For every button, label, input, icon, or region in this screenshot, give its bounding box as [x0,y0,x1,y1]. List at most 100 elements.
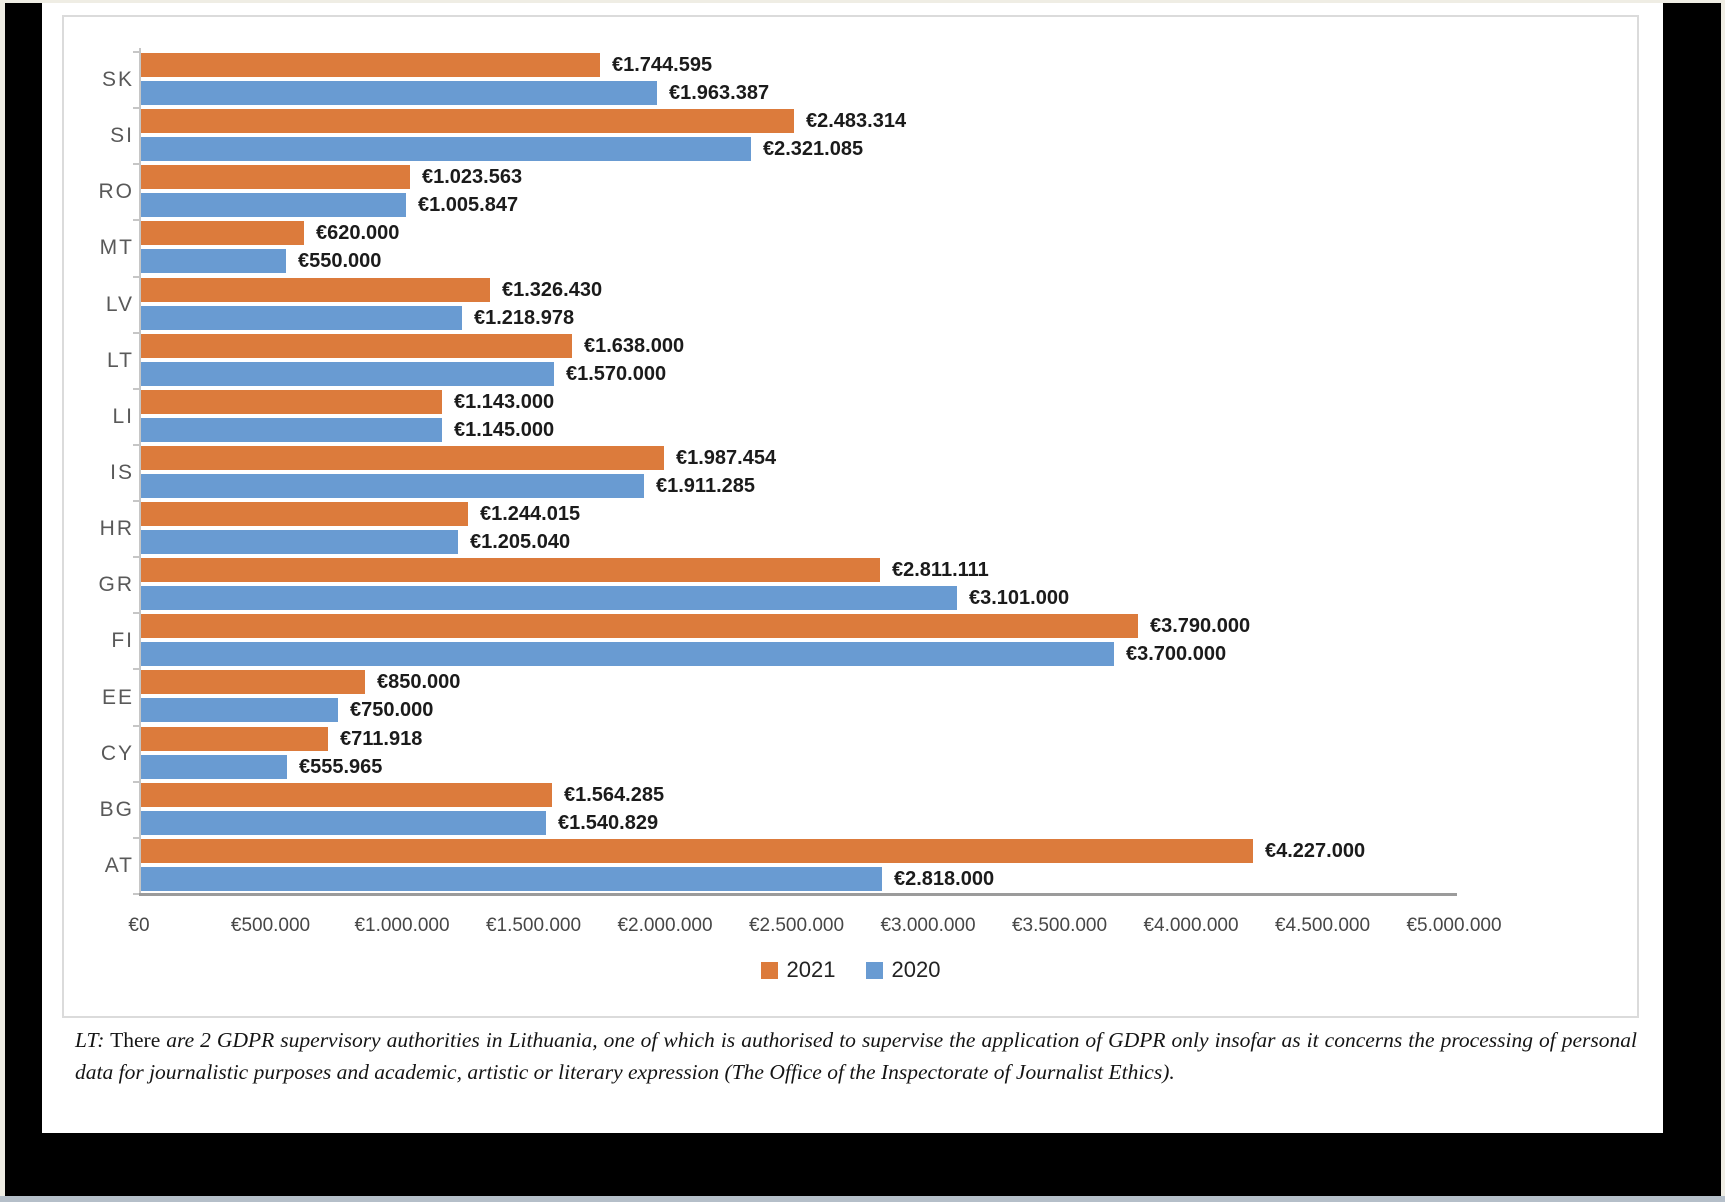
category-label-sk: SK [101,68,134,91]
category-label-gr: GR [98,573,134,596]
value-label-2020-fi: €3.700.000 [1126,643,1227,665]
legend-swatch-2020 [865,961,883,979]
category-label-mt: MT [99,236,134,259]
bar-2020-li [141,418,442,442]
y-axis-tick [133,107,140,109]
y-axis-tick [133,163,140,165]
bar-2020-cy [141,755,287,779]
x-tick-label-0: €0 [128,915,150,936]
category-label-si: SI [110,124,134,147]
category-label-is: IS [110,461,134,484]
y-axis-tick [133,725,140,727]
category-label-fi: FI [111,629,134,652]
x-tick-label-3: €1.500.000 [485,915,582,936]
bar-2020-fi [141,642,1114,666]
bar-2021-hr [141,502,468,526]
bar-2020-bg [141,811,546,835]
x-tick-label-6: €3.000.000 [880,915,976,936]
bar-2021-sk [141,53,600,77]
bar-2020-hr [141,530,458,554]
value-label-2020-ro: €1.005.847 [418,194,519,216]
y-axis-tick [133,500,140,502]
bar-2021-at [141,839,1253,863]
legend-swatch-2021 [760,961,778,979]
bar-2021-si [141,109,794,133]
value-label-2020-cy: €555.965 [299,756,383,778]
category-label-li: LI [112,405,134,428]
value-label-2021-lv: €1.326.430 [502,279,603,301]
y-axis-tick [133,444,140,446]
bar-2021-ro [141,165,410,189]
bar-2021-lv [141,278,490,302]
value-label-2020-lt: €1.570.000 [566,363,667,385]
value-label-2020-bg: €1.540.829 [558,812,659,834]
bar-2021-mt [141,221,304,245]
category-label-lt: LT [107,349,134,372]
legend-label-2021: 2021 [786,957,836,982]
bar-2021-bg [141,783,552,807]
footnote-segment: are 2 GDPR supervisory authorities in Li… [75,1028,1637,1085]
value-label-2021-si: €2.483.314 [806,110,907,132]
category-label-cy: CY [100,742,134,765]
value-label-2020-sk: €1.963.387 [669,82,770,104]
document-content: SK €1.744.595 €1.963.387 SI €2.483.314 €2.321… [42,3,1663,1133]
value-label-2021-bg: €1.564.285 [564,784,665,806]
bar-2020-is [141,474,644,498]
bar-2021-cy [141,727,328,751]
y-axis-tick [133,276,140,278]
bar-2020-lv [141,306,462,330]
x-tick-label-2: €1.000.000 [354,915,450,936]
x-tick-label-4: €2.000.000 [617,915,713,936]
category-label-lv: LV [105,293,134,316]
bar-2021-ee [141,670,365,694]
y-axis-tick [133,781,140,783]
y-axis-line [139,48,141,895]
value-label-2020-at: €2.818.000 [894,868,995,890]
legend-item-2021: 2021 [760,957,836,983]
y-axis-tick [133,51,140,53]
chart-legend: 2021 2020 [64,957,1637,983]
value-label-2021-sk: €1.744.595 [612,54,713,76]
value-label-2020-ee: €750.000 [350,699,434,721]
value-label-2021-mt: €620.000 [316,222,400,244]
bar-2020-mt [141,249,286,273]
bar-2020-sk [141,81,657,105]
legend-label-2020: 2020 [891,957,941,982]
y-axis-tick [133,837,140,839]
x-tick-label-1: €500.000 [230,915,311,936]
x-tick-label-9: €4.500.000 [1274,915,1371,936]
footnote-segment: LT: [75,1028,105,1052]
value-label-2021-gr: €2.811.111 [892,559,989,581]
plot-area: SK €1.744.595 €1.963.387 SI €2.483.314 €2.321… [64,17,1637,1016]
y-axis-tick [133,612,140,614]
value-label-2020-hr: €1.205.040 [470,531,571,553]
y-axis-tick [133,219,140,221]
value-label-2020-mt: €550.000 [298,250,382,272]
bar-chart: SK €1.744.595 €1.963.387 SI €2.483.314 €2.321… [62,15,1639,1018]
value-label-2020-si: €2.321.085 [763,138,864,160]
bar-2020-ro [141,193,406,217]
value-label-2021-fi: €3.790.000 [1150,615,1251,637]
bar-2021-is [141,446,664,470]
category-label-ee: EE [101,686,134,709]
bar-2020-at [141,867,882,891]
bar-2020-si [141,137,751,161]
footnote-segment: There [104,1028,167,1052]
x-axis-line [139,893,1457,896]
value-label-2021-at: €4.227.000 [1265,840,1366,862]
value-label-2020-li: €1.145.000 [454,419,555,441]
y-axis-tick [133,556,140,558]
bar-2020-ee [141,698,338,722]
x-tick-label-10: €5.000.000 [1406,915,1502,936]
y-axis-tick [133,668,140,670]
bar-2020-gr [141,586,957,610]
value-label-2021-ro: €1.023.563 [422,166,523,188]
bar-2021-li [141,390,442,414]
y-axis-tick [133,388,140,390]
value-label-2021-is: €1.987.454 [676,447,777,469]
legend-item-2020: 2020 [865,957,941,983]
footnote-text: LT: There are 2 GDPR supervisory authori… [75,1024,1637,1089]
value-label-2020-lv: €1.218.978 [474,307,575,329]
y-axis-tick [133,332,140,334]
